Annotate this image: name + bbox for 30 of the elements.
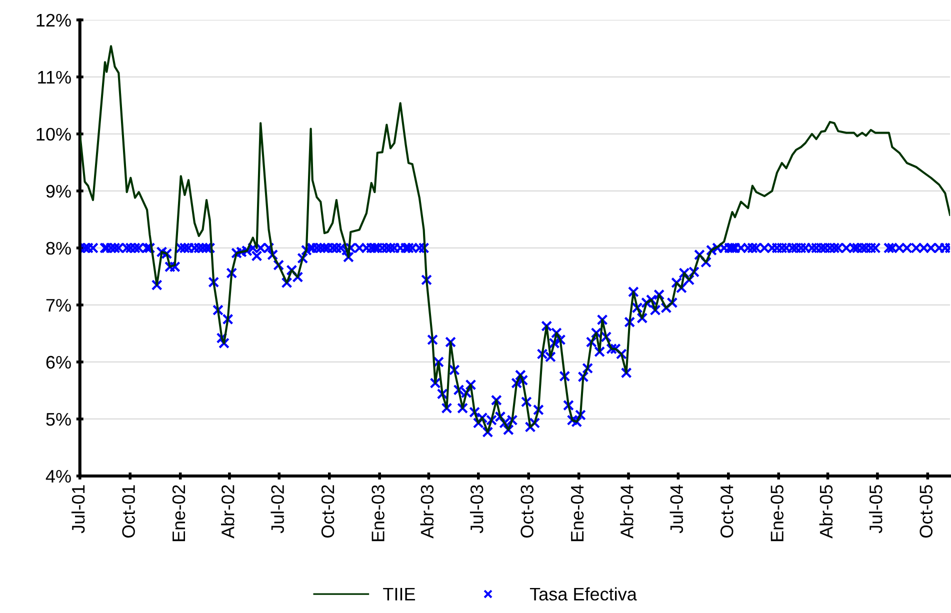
x-tick-label: Abr-04 bbox=[620, 484, 634, 538]
x-tick-label: Oct-03 bbox=[520, 485, 534, 538]
y-tick-label: 11% bbox=[38, 70, 71, 84]
x-tick-label: Ene-04 bbox=[570, 484, 584, 542]
x-tick-label: Jul-05 bbox=[869, 485, 882, 534]
x-tick-label: Oct-01 bbox=[122, 485, 135, 538]
legend-label: TIIE bbox=[383, 588, 416, 600]
x-tick-label: Jul-04 bbox=[670, 484, 684, 534]
x-tick-label: Abr-03 bbox=[420, 485, 434, 538]
x-tick-label: Oct-02 bbox=[321, 485, 334, 538]
y-tick-label: 10% bbox=[36, 128, 71, 141]
x-tick-label: Abr-05 bbox=[819, 485, 833, 538]
y-tick-label: 8% bbox=[46, 242, 71, 255]
y-tick-label: 6% bbox=[46, 356, 71, 369]
y-tick-label: 4% bbox=[46, 470, 71, 483]
y-tick-label: 5% bbox=[46, 413, 71, 426]
x-tick-label: Jul-02 bbox=[270, 485, 284, 534]
x-tick-label: Oct-05 bbox=[920, 485, 933, 538]
x-tick-label: Ene-03 bbox=[372, 485, 384, 542]
y-tick-label: 12% bbox=[36, 14, 71, 27]
x-tick-label: Jul-03 bbox=[470, 485, 484, 534]
x-tick-label: Abr-02 bbox=[221, 485, 234, 538]
x-tick-label: Ene-02 bbox=[172, 485, 186, 542]
x-tick-label: Ene-05 bbox=[770, 485, 784, 542]
legend-label: Tasa Efectiva bbox=[530, 587, 637, 601]
x-tick-label: Oct-04 bbox=[720, 484, 734, 538]
x-tick-label: Jul-01 bbox=[71, 485, 85, 534]
y-tick-label: 7% bbox=[46, 298, 71, 312]
line-series bbox=[80, 45, 950, 434]
y-tick-label: 9% bbox=[46, 184, 71, 198]
